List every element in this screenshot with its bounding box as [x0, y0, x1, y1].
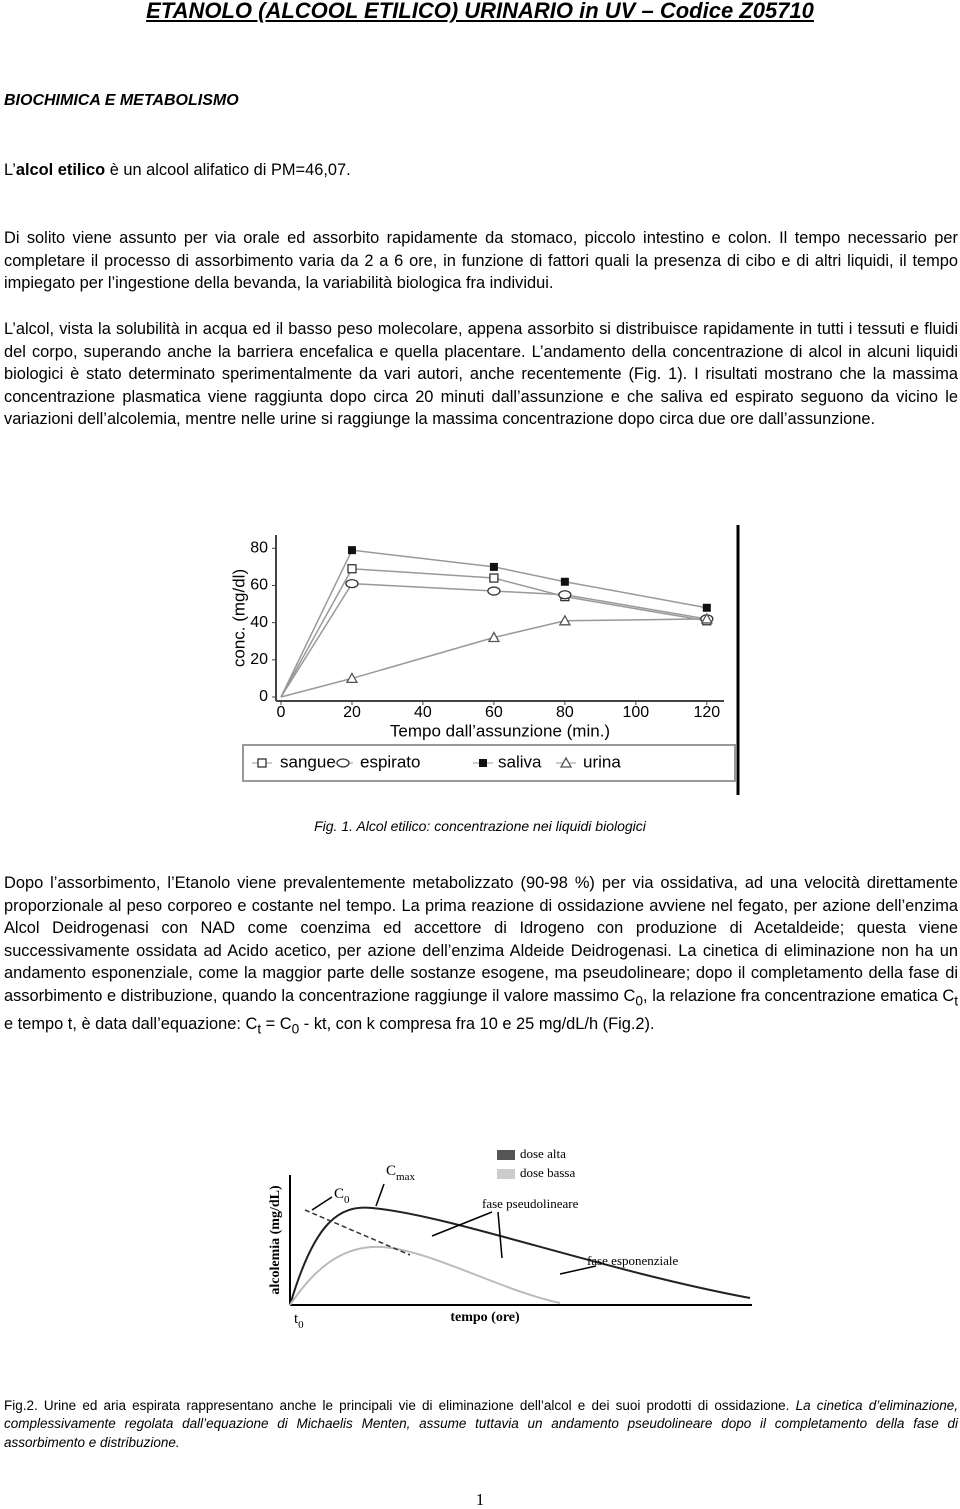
marker [489, 562, 498, 571]
marker [559, 756, 573, 768]
text: - kt, con k compresa fra 10 e 25 mg/dL/h… [299, 1014, 655, 1033]
marker [345, 672, 359, 684]
text: C [386, 1163, 396, 1179]
y-axis-label: alcolemia (mg/dL) [268, 1185, 283, 1295]
x-tick-label: 60 [485, 704, 503, 721]
subscript: 0 [344, 1194, 350, 1206]
legend-label: dose bassa [520, 1165, 575, 1180]
x-tick-label: 100 [622, 704, 649, 721]
marker [489, 573, 499, 583]
marker [336, 758, 350, 768]
intro: L’alcol etilico è un alcool alifatico di… [4, 159, 958, 182]
x-tick-label: 40 [414, 704, 432, 721]
subscript: 0 [298, 1319, 304, 1331]
y-tick-label: 0 [259, 688, 268, 705]
text: Dopo l’assorbimento, l’Etanolo viene pre… [4, 874, 958, 1005]
legend-label: saliva [498, 752, 542, 771]
c0-label: C0 [334, 1186, 350, 1205]
subscript: 0 [291, 1021, 300, 1037]
cmax-label: Cmax [386, 1163, 415, 1182]
legend-box [242, 744, 736, 782]
arrows [311, 1183, 597, 1275]
figure-2: dose alta dose bassa alcolemia (mg/dL) t… [268, 1146, 752, 1331]
subscript: t [257, 1021, 262, 1037]
phase-label: fase pseudolineare [482, 1196, 579, 1211]
x-tick-label: 80 [556, 704, 574, 721]
figure-caption: Fig. 1. Alcol etilico: concentrazione ne… [314, 818, 646, 834]
title: ETANOLO (ALCOOL ETILICO) URINARIO in UV … [146, 0, 814, 23]
phase-label: fase esponenziale [587, 1253, 679, 1268]
text: Fig.2. Urine ed aria espirata rappresent… [4, 1398, 790, 1413]
italic-text: La cinetica d’eliminazione, complessivam… [4, 1398, 958, 1450]
curve-low [289, 1245, 561, 1306]
paragraph: Di solito viene assunto per via orale ed… [4, 229, 958, 293]
paragraph: Dopo l’assorbimento, l’Etanolo viene pre… [4, 872, 958, 1041]
bold-text: alcol etilico [15, 161, 106, 179]
text: t [294, 1311, 299, 1327]
legend-label: dose alta [520, 1146, 566, 1161]
series-line [280, 618, 707, 698]
marker [345, 578, 359, 589]
marker [257, 758, 267, 768]
figure-1: conc. (mg/dl) Tempo dall’assunzione (min… [229, 525, 740, 795]
section-heading: BIOCHIMICA E METABOLISMO [4, 92, 239, 109]
y-tick-label: 40 [250, 614, 268, 631]
paragraph: L’alcol, vista la solubilità in acqua ed… [4, 320, 958, 429]
y-tick-label: 60 [250, 577, 268, 594]
x-tick-label: 120 [693, 704, 720, 721]
marker [558, 614, 571, 626]
marker [702, 603, 711, 612]
text: C [334, 1186, 344, 1202]
x-tick-label: 0 [277, 704, 286, 721]
x-axis-label: tempo (ore) [450, 1310, 520, 1325]
subscript: max [396, 1171, 415, 1183]
legend-label: sangue [280, 752, 336, 771]
curve-high [289, 1206, 751, 1306]
extrapolation [304, 1209, 411, 1256]
marker [347, 546, 356, 555]
series-line [280, 549, 707, 698]
y-tick-label: 80 [250, 540, 268, 557]
legend-label: espirato [360, 752, 420, 771]
legend-swatch [497, 1169, 515, 1179]
figure-caption: Fig.2. Urine ed aria espirata rappresent… [4, 1397, 958, 1452]
marker [560, 577, 569, 586]
text: = C [261, 1014, 292, 1033]
marker [479, 759, 487, 767]
legend-label: urina [583, 752, 621, 771]
marker [347, 564, 357, 574]
subscript: 0 [635, 993, 643, 1009]
x-axis-label: Tempo dall’assunzione (min.) [390, 721, 610, 740]
marker [700, 612, 713, 624]
marker [558, 590, 572, 600]
origin-label: t0 [294, 1311, 304, 1330]
x-tick-label: 20 [343, 704, 361, 721]
text: è un alcool alifatico di PM=46,07. [105, 161, 351, 179]
text: L’ [4, 161, 16, 179]
subscript: t [954, 993, 959, 1009]
marker [487, 631, 501, 643]
legend-swatch [497, 1150, 515, 1160]
text: , la relazione fra concentrazione ematic… [643, 986, 955, 1005]
text: e tempo t, è data dall’equazione: C [4, 1014, 258, 1033]
page-number: 1 [475, 1490, 485, 1509]
y-tick-label: 20 [250, 651, 268, 668]
y-axis-label: conc. (mg/dl) [229, 569, 248, 667]
marker [487, 586, 501, 596]
